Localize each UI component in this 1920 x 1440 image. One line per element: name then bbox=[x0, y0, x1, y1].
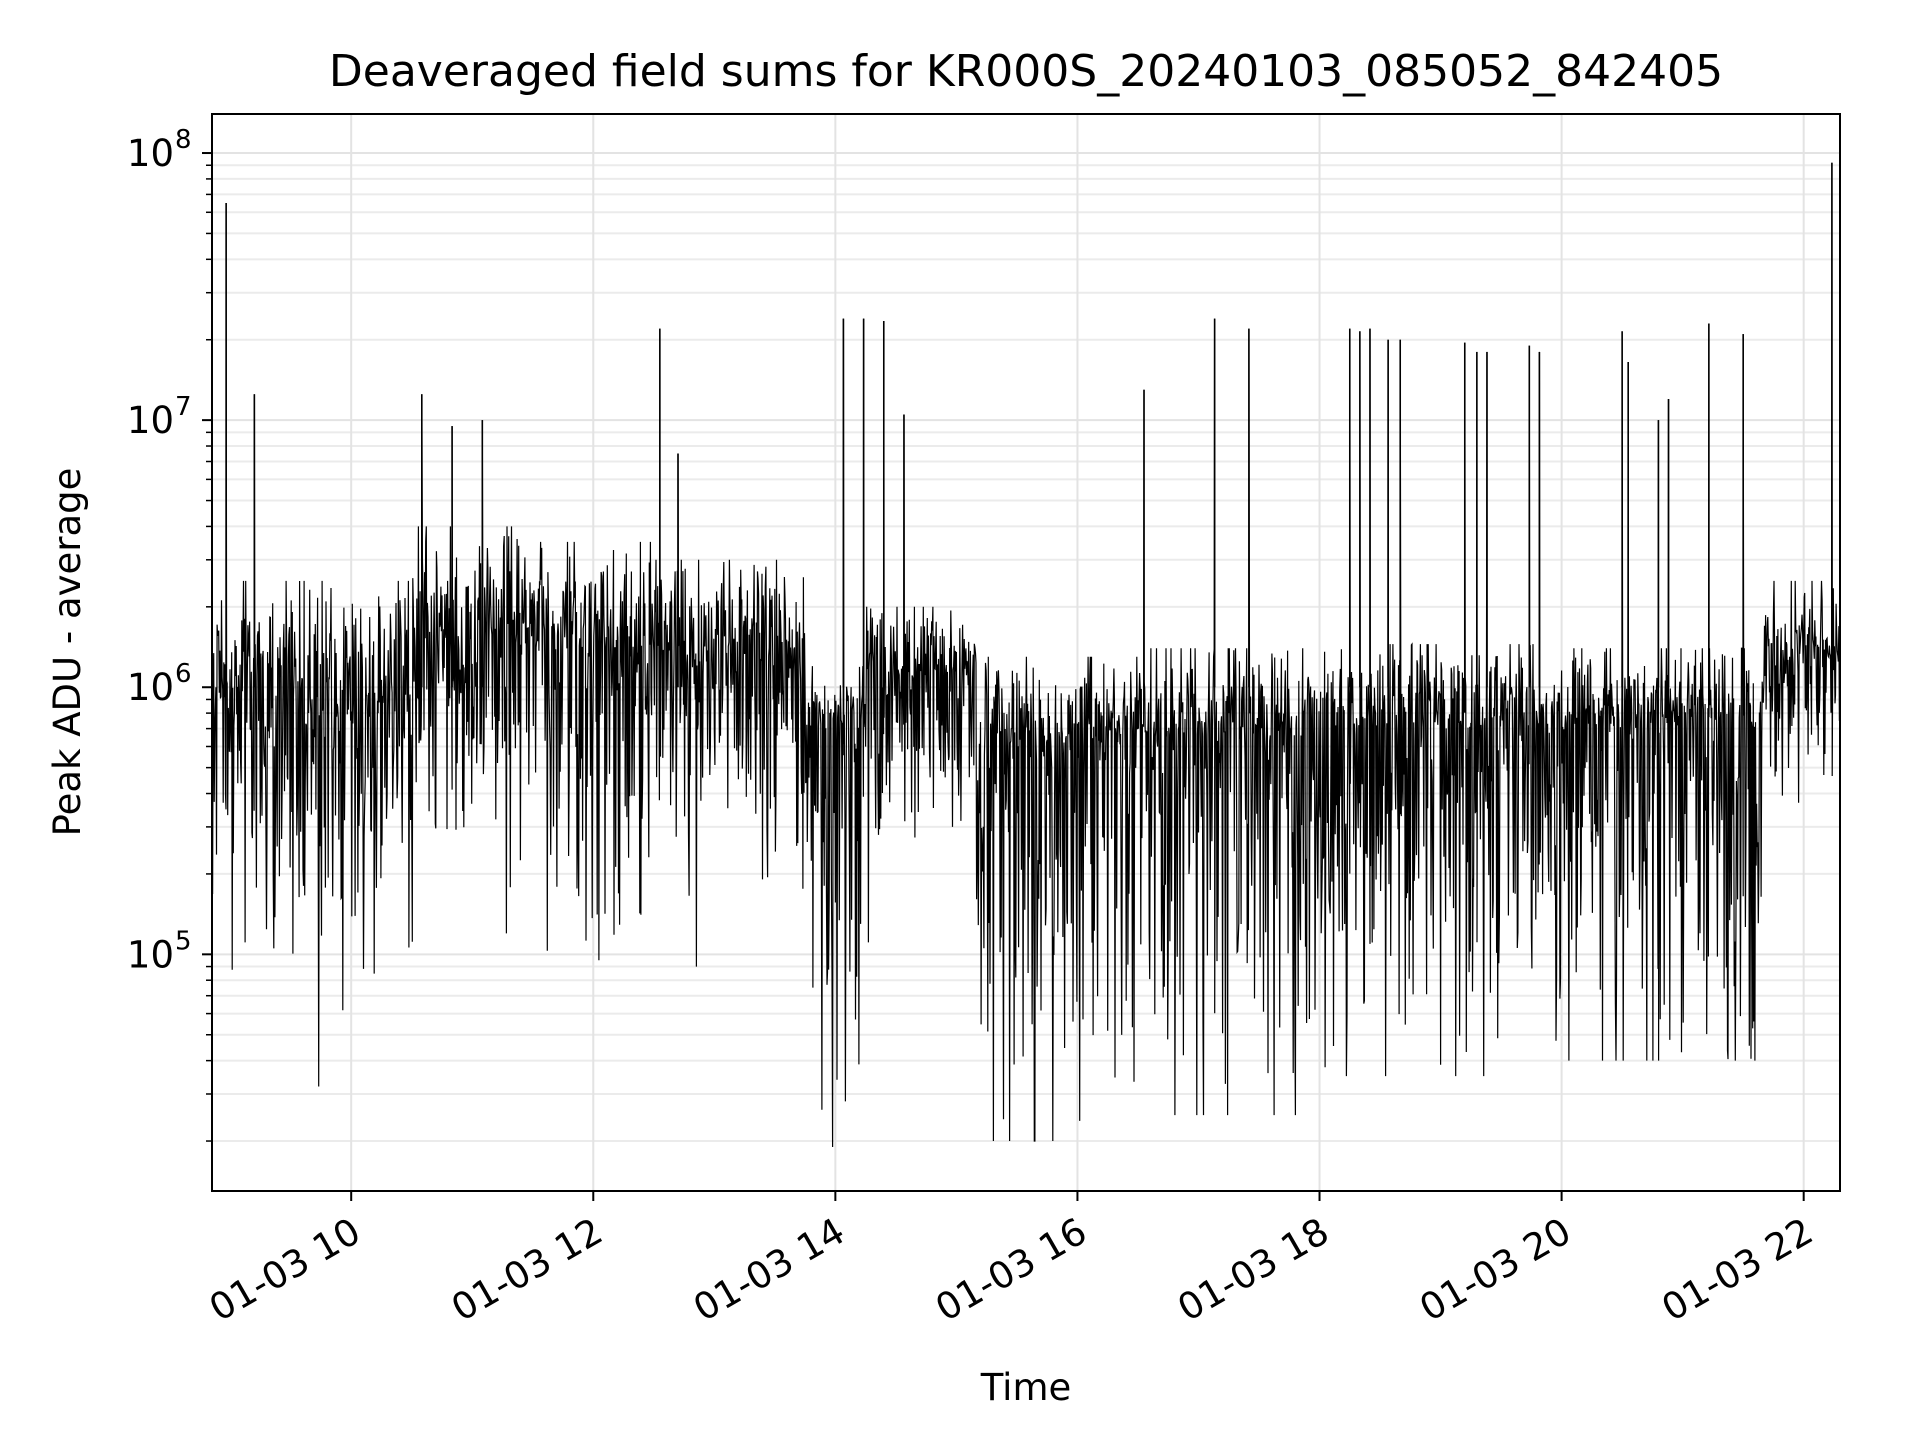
chart-title: Deaveraged field sums for KR000S_2024010… bbox=[329, 46, 1723, 97]
data-series bbox=[211, 162, 1840, 1148]
y-tick-exponent: 5 bbox=[175, 926, 192, 956]
y-tick-exponent: 8 bbox=[175, 125, 192, 155]
y-axis-label: Peak ADU - average bbox=[46, 468, 89, 837]
plot-frame bbox=[211, 113, 1841, 1192]
x-axis-label: Time bbox=[980, 1366, 1072, 1409]
y-tick-exponent: 6 bbox=[175, 659, 192, 689]
y-tick-label: 10 bbox=[127, 666, 174, 709]
y-tick-label: 10 bbox=[127, 132, 174, 175]
series-line bbox=[211, 162, 1840, 1148]
y-tick-label: 10 bbox=[127, 933, 174, 976]
plot-area: 01-03 10 01-03 12 01-03 14 01-03 16 01-03 18… bbox=[127, 113, 1841, 1330]
y-tick-exponent: 7 bbox=[175, 392, 192, 422]
y-tick-label: 10 bbox=[127, 399, 174, 442]
